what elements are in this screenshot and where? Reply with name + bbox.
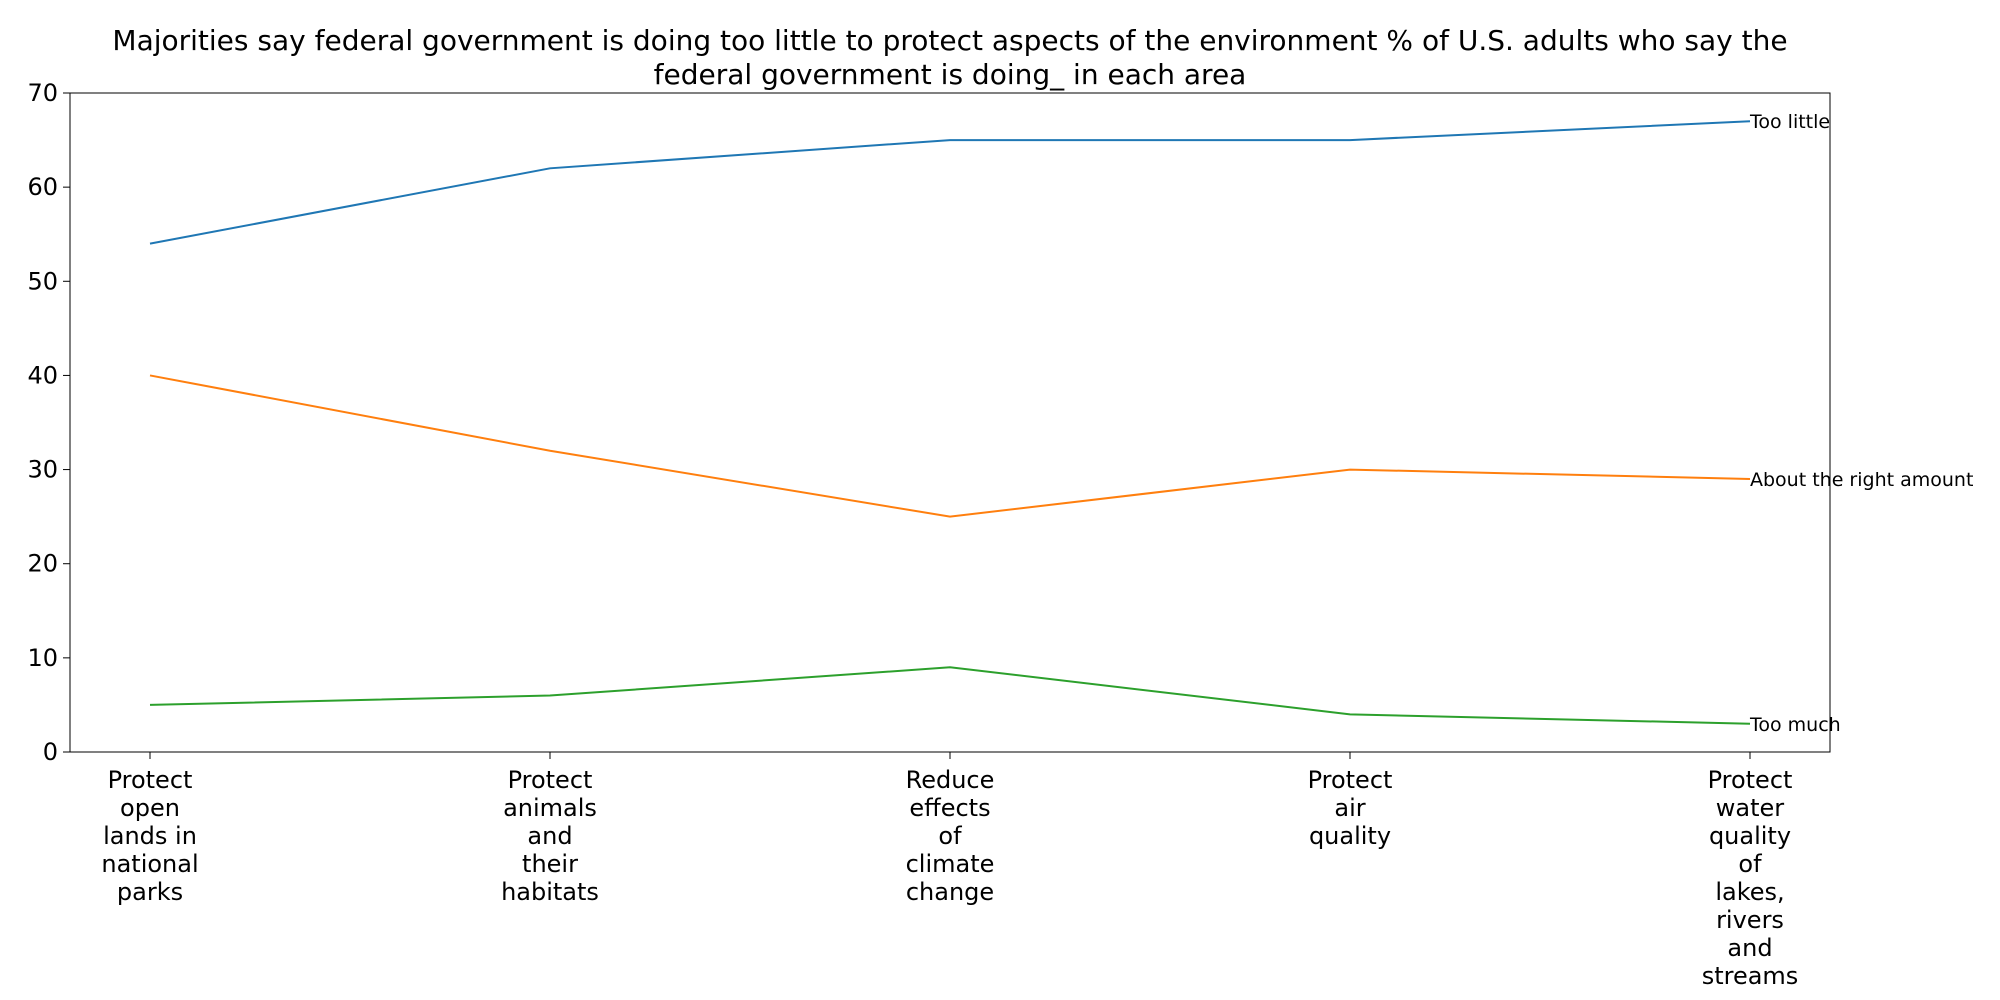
series-labels: Too little About the right amount Too much (1749, 111, 1973, 736)
x-tick-label-2: Protect animals and their habitats (501, 766, 599, 906)
plot-axes (69, 92, 1831, 753)
y-axis-ticks: 0 10 20 30 40 50 60 70 (27, 79, 70, 766)
y-tick-label-40: 40 (27, 361, 58, 389)
x-tick-label-4: Protect air quality (1308, 766, 1393, 850)
y-tick-label-0: 0 (43, 738, 58, 766)
x-tick-label-5: Protect water quality of lakes, rivers and stre… (1702, 766, 1799, 990)
y-tick-label-50: 50 (27, 267, 58, 295)
series-label-about-the-right-amount: About the right amount (1750, 469, 1973, 491)
series-label-too-little: Too little (1749, 111, 1830, 133)
x-tick-label-1: Protect open lands in national parks (101, 766, 198, 906)
y-tick-label-60: 60 (27, 173, 58, 201)
x-axis-ticks: Protect open lands in national parks Protect a… (101, 752, 1798, 990)
y-tick-label-20: 20 (27, 550, 58, 578)
series-label-too-much: Too much (1749, 714, 1841, 736)
plot-frame (69, 92, 1831, 753)
y-tick-label-30: 30 (27, 456, 58, 484)
x-tick-label-3: Reduce effects of climate change (906, 766, 995, 906)
series-line-about-the-right-amount (149, 374, 1751, 518)
chart-title-line-1: Majorities say federal government is doi… (112, 24, 1787, 57)
y-tick-label-10: 10 (27, 644, 58, 672)
chart-title-line-2: federal government is doing_ in each are… (654, 58, 1247, 91)
series-line-too-little (149, 120, 1751, 245)
series-lines (149, 120, 1751, 725)
y-tick-label-70: 70 (27, 79, 58, 107)
chart-title: Majorities say federal government is doi… (112, 24, 1787, 91)
series-line-too-much (149, 666, 1751, 725)
